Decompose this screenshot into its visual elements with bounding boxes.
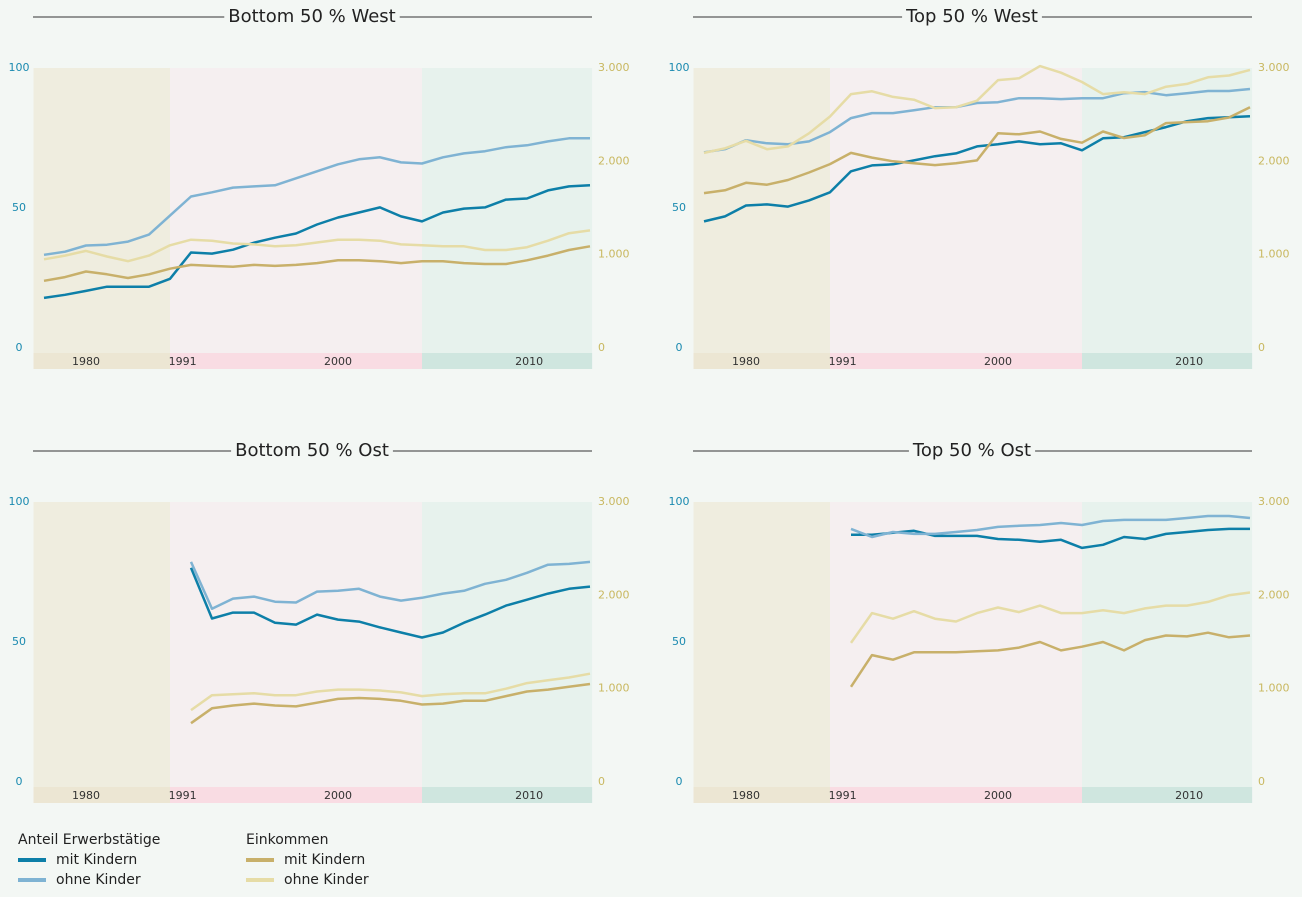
y-tick-label: 0 <box>16 775 23 788</box>
era-label: 2000 <box>984 789 1012 802</box>
series-line <box>851 527 1250 550</box>
series-line <box>189 567 591 639</box>
y-tick-label: 0 <box>676 341 683 354</box>
series-line <box>190 682 591 725</box>
era-label: 2000 <box>324 355 352 368</box>
legend-label: ohne Kinder <box>56 872 141 888</box>
era-strip <box>422 787 593 803</box>
y-tick-label: 100 <box>669 495 690 508</box>
era-label: 1980 <box>732 355 760 368</box>
y-tick-label: 0 <box>16 341 23 354</box>
era-label: 2000 <box>984 355 1012 368</box>
era-label: 1980 <box>72 355 100 368</box>
y2-tick-label: 1.000 <box>598 248 630 261</box>
era-band <box>1082 68 1253 369</box>
y2-tick-label: 3.000 <box>1258 61 1290 74</box>
era-label: 1991 <box>829 789 857 802</box>
series-line <box>703 114 1251 223</box>
era-label: 2000 <box>324 789 352 802</box>
legend-label: mit Kindern <box>56 852 137 868</box>
y2-tick-label: 2.000 <box>598 588 630 601</box>
y2-tick-label: 3.000 <box>1258 495 1290 508</box>
era-label: 1980 <box>72 789 100 802</box>
era-band <box>170 68 422 369</box>
series-line <box>850 514 1251 539</box>
series-line <box>43 184 591 300</box>
era-label: 1991 <box>169 355 197 368</box>
y2-tick-label: 0 <box>598 341 605 354</box>
era-label: 1991 <box>829 355 857 368</box>
era-band <box>170 502 422 803</box>
y2-tick-label: 1.000 <box>1258 682 1290 695</box>
y-tick-label: 50 <box>672 201 686 214</box>
era-label: 1991 <box>169 789 197 802</box>
era-label: 2010 <box>1175 355 1203 368</box>
era-strip <box>693 353 830 369</box>
series-line <box>43 229 591 263</box>
y2-tick-label: 2.000 <box>1258 588 1290 601</box>
era-label: 1980 <box>732 789 760 802</box>
panel: 1980 1991 2000 2010 Bottom 50 % West 0 50 100 0 1… <box>9 6 630 369</box>
era-strip <box>693 787 830 803</box>
era-band <box>422 68 593 369</box>
era-label: 2010 <box>515 789 543 802</box>
series-line <box>43 137 590 257</box>
series-line <box>703 64 1251 155</box>
y-tick-label: 0 <box>676 775 683 788</box>
y2-tick-label: 0 <box>1258 341 1265 354</box>
series-line <box>43 245 591 283</box>
series-line <box>189 560 591 610</box>
era-strip <box>33 353 170 369</box>
chart-title: Bottom 50 % Ost <box>235 440 389 461</box>
y2-tick-label: 2.000 <box>1258 154 1290 167</box>
y2-tick-label: 3.000 <box>598 61 630 74</box>
chart-title: Top 50 % West <box>905 6 1038 27</box>
era-strip <box>33 787 170 803</box>
era-strip <box>830 353 1082 369</box>
panel: 1980 1991 2000 2010 Top 50 % Ost 0 50 100 0 1.000… <box>669 440 1290 803</box>
panel: 1980 1991 2000 2010 Bottom 50 % Ost 0 50 100 0 1.… <box>9 440 630 803</box>
era-strip <box>830 787 1082 803</box>
panel: 1980 1991 2000 2010 Top 50 % West 0 50 100 0 1.00… <box>669 6 1290 369</box>
legend-title: Einkommen <box>246 832 329 848</box>
legend-label: ohne Kinder <box>284 872 369 888</box>
y2-tick-label: 1.000 <box>598 682 630 695</box>
y-tick-label: 50 <box>672 635 686 648</box>
era-band <box>693 502 830 803</box>
era-strip <box>1082 787 1253 803</box>
y-tick-label: 100 <box>9 61 30 74</box>
era-band <box>830 68 1082 369</box>
era-band <box>33 68 170 369</box>
y2-tick-label: 2.000 <box>598 154 630 167</box>
legend-title: Anteil Erwerbstätige <box>18 832 160 848</box>
y-tick-label: 100 <box>9 495 30 508</box>
y-tick-label: 50 <box>12 201 26 214</box>
era-band <box>33 502 170 803</box>
era-strip <box>1082 353 1253 369</box>
y2-tick-label: 0 <box>598 775 605 788</box>
series-line <box>190 672 591 712</box>
era-label: 2010 <box>1175 789 1203 802</box>
era-band <box>422 502 593 803</box>
era-band <box>1082 502 1253 803</box>
y2-tick-label: 1.000 <box>1258 248 1290 261</box>
y-tick-label: 100 <box>669 61 690 74</box>
chart-title: Bottom 50 % West <box>228 6 395 27</box>
chart-title: Top 50 % Ost <box>912 440 1031 461</box>
series-line <box>849 631 1251 688</box>
y2-tick-label: 3.000 <box>598 495 630 508</box>
y-tick-label: 50 <box>12 635 26 648</box>
era-strip <box>422 353 593 369</box>
legend-label: mit Kindern <box>284 852 365 868</box>
era-strip <box>170 787 422 803</box>
era-label: 2010 <box>515 355 543 368</box>
series-line <box>703 106 1251 195</box>
y2-tick-label: 0 <box>1258 775 1265 788</box>
era-strip <box>170 353 422 369</box>
series-line <box>849 591 1251 644</box>
